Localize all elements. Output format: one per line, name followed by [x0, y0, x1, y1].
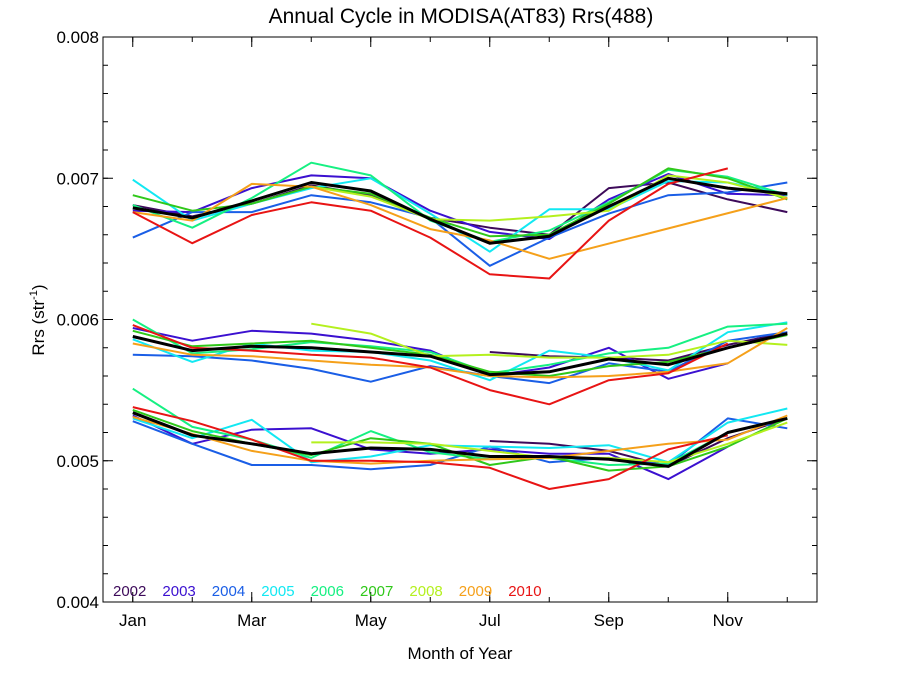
legend-entry-2008: 2008 — [409, 583, 442, 600]
legend-entry-2006: 2006 — [311, 583, 344, 600]
series-line-2010-upper — [132, 167, 729, 280]
mean-line-lower — [132, 411, 788, 468]
series-line-2009-middle — [132, 327, 788, 379]
y-tick-label: 0.006 — [56, 311, 99, 330]
x-tick-label: Mar — [237, 611, 267, 630]
legend-entry-2004: 2004 — [212, 583, 245, 600]
series-line-2005-lower — [132, 407, 788, 464]
legend-entry-2007: 2007 — [360, 583, 393, 600]
legend-entry-2005: 2005 — [261, 583, 294, 600]
y-tick-label: 0.005 — [56, 452, 99, 471]
legend-entry-2003: 2003 — [162, 583, 195, 600]
series-line-2007-middle — [132, 329, 788, 377]
plot-frame — [102, 36, 818, 603]
y-tick-label: 0.007 — [56, 169, 99, 188]
mean-line-middle — [132, 332, 788, 377]
x-tick-label: Sep — [594, 611, 624, 630]
axis-ticks: 0.004 0.005 0.006 0.007 0.008 Jan Mar May Jul Sep… — [56, 28, 817, 630]
y-tick-label: 0.004 — [56, 593, 99, 612]
x-tick-label: Jan — [119, 611, 146, 630]
x-axis-label: Month of Year — [408, 644, 513, 663]
x-tick-label: Jul — [479, 611, 501, 630]
series-line-2008-upper — [311, 174, 788, 222]
mean-line-upper — [132, 176, 788, 245]
chart-title: Annual Cycle in MODISA(AT83) Rrs(488) — [269, 5, 654, 28]
series-line-2004-upper — [132, 181, 788, 267]
series-line-2008-middle — [311, 322, 788, 359]
y-tick-label: 0.008 — [56, 28, 99, 47]
series-lines — [132, 161, 788, 490]
legend-entry-2009: 2009 — [459, 583, 492, 600]
y-axis-label-sup: -1 — [28, 290, 40, 300]
legend: 2002 2003 2004 2005 2006 2007 2008 2009 2010 — [113, 583, 542, 600]
y-axis-label: Rrs (str-1) — [28, 284, 48, 355]
series-line-2009-lower — [132, 414, 788, 465]
y-axis-label-base: Rrs (str — [29, 300, 48, 356]
x-tick-label: Nov — [713, 611, 744, 630]
legend-entry-2010: 2010 — [508, 583, 541, 600]
series-line-2010-lower — [132, 406, 729, 490]
y-axis-label-close: ) — [29, 284, 48, 290]
series-line-2010-middle — [132, 324, 729, 406]
legend-entry-2002: 2002 — [113, 583, 146, 600]
x-tick-label: May — [355, 611, 388, 630]
series-line-2003-middle — [132, 327, 729, 380]
series-line-2009-upper — [132, 182, 788, 260]
